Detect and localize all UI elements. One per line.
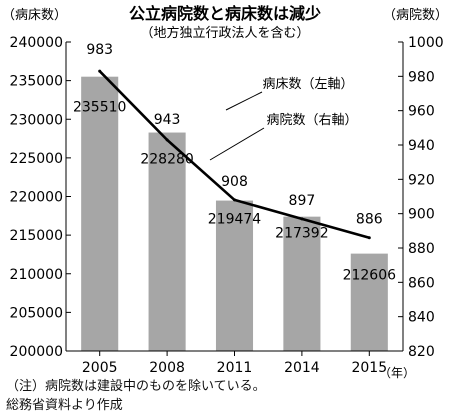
legend-hospital-pointer bbox=[209, 127, 265, 161]
hospital-count-label: 908 bbox=[221, 174, 248, 190]
hospital-count-label: 897 bbox=[289, 193, 316, 209]
x-tick-label-2005: 2005 bbox=[82, 360, 118, 376]
right-tick-label: 840 bbox=[408, 310, 435, 326]
x-unit-label: （年） bbox=[379, 366, 415, 380]
x-tick-label-2015: 2015 bbox=[351, 360, 387, 376]
legend-hospital-count: 病院数（右軸） bbox=[266, 113, 357, 128]
left-tick-label: 205000 bbox=[10, 305, 63, 321]
bar-2008 bbox=[148, 132, 186, 351]
chart-title: 公立病院数と病床数は減少 bbox=[129, 4, 321, 23]
right-tick-label: 940 bbox=[408, 138, 435, 154]
hospital-count-point bbox=[233, 198, 236, 202]
hospital-count-point bbox=[165, 138, 169, 142]
left-tick-label: 215000 bbox=[10, 228, 63, 244]
bed-count-label: 219474 bbox=[208, 212, 262, 228]
x-tick-label-2011: 2011 bbox=[217, 360, 253, 376]
chart-subtitle: （地方独立行政法人を含む） bbox=[140, 25, 309, 41]
x-tick-label-2014: 2014 bbox=[284, 360, 320, 376]
left-tick-label: 235000 bbox=[10, 74, 63, 90]
bar-2015 bbox=[350, 253, 388, 351]
bed-count-label: 212606 bbox=[343, 268, 397, 284]
hospital-count-label: 886 bbox=[356, 212, 383, 228]
right-tick-label: 960 bbox=[408, 104, 435, 120]
notes: （注）病院数は建設中のものを除いている。 総務省資料より作成 bbox=[6, 377, 266, 415]
plot-area: 200000 205000 210000 215000 220000 225000 2300… bbox=[10, 35, 444, 376]
hospital-count-label: 943 bbox=[154, 112, 181, 128]
note-line: （注）病院数は建設中のものを除いている。 bbox=[6, 379, 266, 394]
legend-bed-count: 病床数（左軸） bbox=[262, 77, 353, 92]
bar-2011 bbox=[215, 200, 254, 351]
right-tick-label: 1000 bbox=[408, 35, 444, 51]
bed-count-label: 235510 bbox=[73, 100, 126, 116]
bar-2014 bbox=[283, 216, 321, 351]
legend-bed-pointer bbox=[225, 91, 263, 111]
right-tick-label: 820 bbox=[408, 344, 435, 360]
left-tick-label: 230000 bbox=[10, 112, 63, 128]
x-tick-label-2008: 2008 bbox=[149, 360, 185, 376]
right-tick-label: 900 bbox=[408, 207, 435, 223]
left-tick-label: 225000 bbox=[10, 151, 63, 167]
left-tick-label: 220000 bbox=[10, 190, 63, 206]
bar-2005 bbox=[81, 76, 119, 352]
right-tick-label: 920 bbox=[408, 172, 435, 188]
source-line: 総務省資料より作成 bbox=[6, 398, 123, 413]
hospital-count-label: 983 bbox=[86, 42, 113, 58]
hospital-count-point bbox=[367, 236, 371, 240]
hospital-count-point bbox=[98, 69, 102, 73]
left-tick-label: 240000 bbox=[10, 35, 63, 51]
hospital-count-point bbox=[300, 217, 304, 221]
right-tick-label: 880 bbox=[408, 241, 435, 257]
left-tick-label: 210000 bbox=[10, 267, 63, 283]
left-axis-label: （病床数） bbox=[2, 8, 67, 23]
bed-count-label: 217392 bbox=[275, 226, 328, 242]
bed-count-label: 228280 bbox=[140, 152, 193, 168]
right-axis-label: （病院数） bbox=[383, 8, 448, 23]
right-tick-label: 980 bbox=[408, 69, 435, 85]
left-tick-label: 200000 bbox=[10, 344, 63, 360]
right-tick-label: 860 bbox=[408, 275, 435, 291]
